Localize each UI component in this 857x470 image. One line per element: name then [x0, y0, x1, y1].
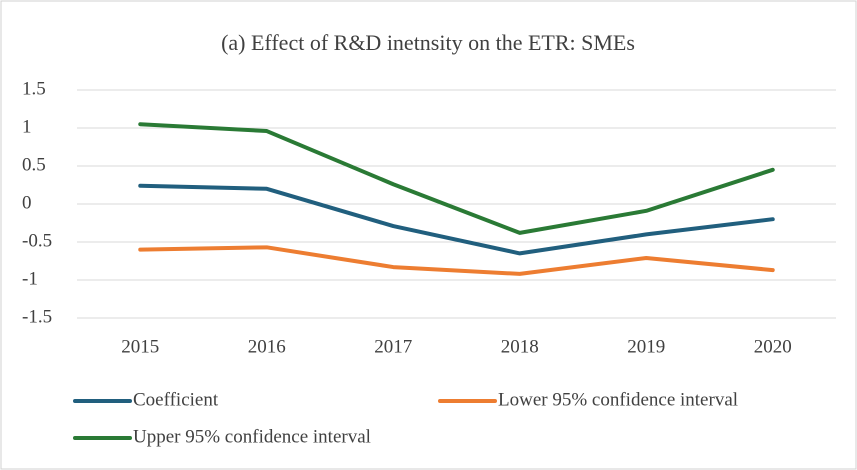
y-tick-label: 1 [22, 116, 32, 137]
x-tick-label: 2019 [627, 336, 665, 357]
x-tick-label: 2015 [121, 336, 159, 357]
chart-title: (a) Effect of R&D inetnsity on the ETR: … [221, 30, 635, 55]
x-tick-label: 2017 [374, 336, 412, 357]
y-tick-label: -1.5 [22, 306, 52, 327]
series-line [138, 245, 775, 276]
legend-label: Upper 95% confidence interval [133, 426, 371, 447]
y-tick-label: 1.5 [22, 78, 46, 99]
y-tick-label: 0.5 [22, 154, 46, 175]
legend-label: Coefficient [133, 389, 219, 410]
x-tick-label: 2016 [248, 336, 286, 357]
x-tick-label: 2020 [754, 336, 792, 357]
series-line [138, 122, 775, 235]
y-tick-label: -1 [22, 268, 38, 289]
series-line [138, 183, 775, 256]
y-tick-label: 0 [22, 192, 32, 213]
y-tick-label: -0.5 [22, 230, 52, 251]
x-tick-label: 2018 [501, 336, 539, 357]
legend-label: Lower 95% confidence interval [498, 389, 738, 410]
